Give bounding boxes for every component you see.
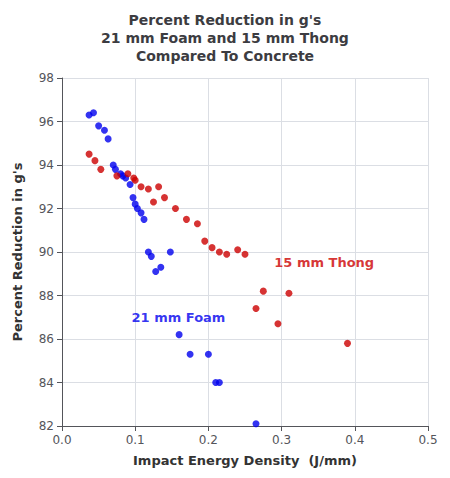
svg-text:21 mm Foam and 15 mm Thong: 21 mm Foam and 15 mm Thong (101, 30, 349, 46)
svg-text:86: 86 (39, 332, 54, 346)
svg-text:88: 88 (39, 289, 54, 303)
svg-text:Compared To Concrete: Compared To Concrete (136, 48, 314, 64)
svg-text:98: 98 (39, 71, 54, 85)
svg-text:Percent Reduction in g's: Percent Reduction in g's (10, 162, 25, 341)
svg-text:82: 82 (39, 419, 54, 433)
svg-text:96: 96 (39, 115, 54, 129)
svg-text:0.4: 0.4 (345, 433, 364, 447)
svg-text:0.5: 0.5 (418, 433, 437, 447)
svg-text:0.2: 0.2 (199, 433, 218, 447)
svg-text:Impact Energy Density (J/mm): Impact Energy Density (J/mm) (133, 453, 357, 468)
svg-text:Percent Reduction in g's: Percent Reduction in g's (129, 12, 322, 28)
svg-text:15 mm Thong: 15 mm Thong (274, 255, 374, 270)
svg-text:92: 92 (39, 202, 54, 216)
svg-text:0.1: 0.1 (126, 433, 145, 447)
svg-text:84: 84 (39, 376, 54, 390)
svg-text:90: 90 (39, 245, 54, 259)
svg-text:21 mm Foam: 21 mm Foam (132, 310, 226, 325)
svg-text:0.3: 0.3 (272, 433, 291, 447)
svg-text:94: 94 (39, 158, 54, 172)
svg-text:0.0: 0.0 (52, 433, 71, 447)
